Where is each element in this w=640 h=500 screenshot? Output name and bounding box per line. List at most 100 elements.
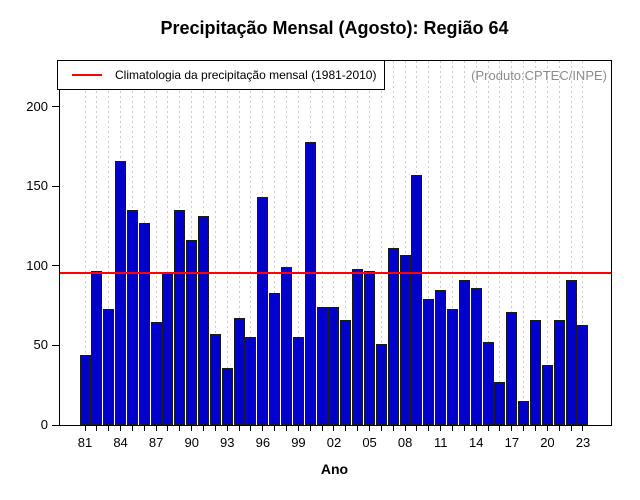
gridline [463, 61, 465, 425]
x-tick [286, 425, 288, 431]
legend-line-swatch [72, 74, 102, 76]
gridline [250, 61, 252, 425]
y-tick-label: 100 [26, 257, 48, 273]
bar-1987 [150, 322, 162, 425]
gridline [535, 61, 537, 425]
gridline [214, 61, 216, 425]
x-tick [511, 425, 513, 431]
x-tick-label: 93 [220, 435, 235, 450]
x-tick [380, 425, 382, 431]
x-tick-label: 14 [469, 435, 484, 450]
gridline [404, 61, 406, 425]
gridline [84, 61, 86, 425]
x-tick [475, 425, 477, 431]
x-tick-label: 20 [540, 435, 555, 450]
bar-2023 [577, 325, 589, 425]
gridline [297, 61, 299, 425]
y-tick-label: 0 [40, 417, 48, 432]
bar-2021 [553, 320, 565, 425]
bar-1999 [292, 337, 304, 425]
gridline [369, 61, 371, 425]
x-tick-label: 08 [397, 435, 413, 450]
x-tick [463, 425, 465, 431]
bar-1989 [174, 210, 186, 425]
gridline [96, 61, 98, 425]
x-tick [345, 425, 347, 431]
bar-2018 [518, 401, 530, 425]
bar-1997 [269, 293, 281, 425]
bar-1994 [233, 318, 245, 425]
bar-2001 [316, 307, 328, 425]
x-tick [392, 425, 394, 431]
x-tick [262, 425, 264, 431]
bar-2015 [482, 342, 494, 425]
x-tick [321, 425, 323, 431]
x-tick [96, 425, 98, 431]
bar-2009 [411, 175, 423, 425]
x-tick [155, 425, 157, 431]
x-tick [179, 425, 181, 431]
bar-2010 [423, 299, 435, 425]
y-tick-label: 150 [26, 178, 48, 194]
x-tick [428, 425, 430, 431]
x-tick-label: 11 [433, 435, 448, 450]
bar-1981 [79, 355, 91, 425]
bar-2013 [458, 280, 470, 425]
x-tick [369, 425, 371, 431]
bar-2020 [541, 365, 553, 425]
gridline [475, 61, 477, 425]
x-tick-label: 96 [255, 435, 271, 450]
gridline [321, 61, 323, 425]
gridline [440, 61, 442, 425]
x-tick [535, 425, 537, 431]
bar-1990 [186, 240, 198, 425]
x-tick-label: 81 [77, 435, 93, 450]
x-tick-label: 99 [291, 435, 306, 450]
bar-2011 [435, 290, 447, 425]
gridline [286, 61, 288, 425]
x-tick [167, 425, 169, 431]
x-tick [357, 425, 359, 431]
y-tick [52, 185, 59, 187]
x-axis-title: Ano [320, 461, 349, 477]
x-tick [452, 425, 454, 431]
y-tick-label: 200 [26, 98, 48, 114]
x-tick [499, 425, 501, 431]
x-tick [440, 425, 442, 431]
x-tick [131, 425, 133, 431]
climatology-line [60, 272, 611, 274]
gridline [582, 61, 584, 425]
x-tick-label: 02 [326, 435, 342, 450]
gridline [511, 61, 513, 425]
x-tick-label: 90 [184, 435, 199, 450]
legend: Climatologia da precipitação mensal (198… [57, 60, 385, 90]
plot-area: 0 50 100 150 200 81 84 87 90 93 96 99 02 05 08 11 14 17 2… [26, 60, 612, 450]
x-tick [191, 425, 193, 431]
x-tick [404, 425, 406, 431]
gridline [345, 61, 347, 425]
bar-1983 [103, 309, 115, 425]
x-tick-label: 23 [575, 435, 591, 450]
gridline [523, 61, 525, 425]
x-tick-label: 17 [504, 435, 520, 450]
bar-2005 [364, 271, 376, 425]
gridline [392, 61, 394, 425]
x-tick [582, 425, 584, 431]
x-tick [333, 425, 335, 431]
x-tick [487, 425, 489, 431]
gridline [487, 61, 489, 425]
x-tick [274, 425, 276, 431]
bar-1985 [126, 210, 138, 425]
bar-2022 [565, 280, 577, 425]
bar-2014 [470, 288, 482, 425]
bar-2019 [530, 320, 542, 425]
x-tick [214, 425, 216, 431]
bar-1992 [209, 334, 221, 425]
x-tick [203, 425, 205, 431]
x-tick [558, 425, 560, 431]
x-tick [108, 425, 110, 431]
legend-label: Climatologia da precipitação mensal (198… [115, 68, 377, 82]
x-tick-label: 87 [148, 435, 164, 450]
x-tick [143, 425, 145, 431]
x-tick [226, 425, 228, 431]
